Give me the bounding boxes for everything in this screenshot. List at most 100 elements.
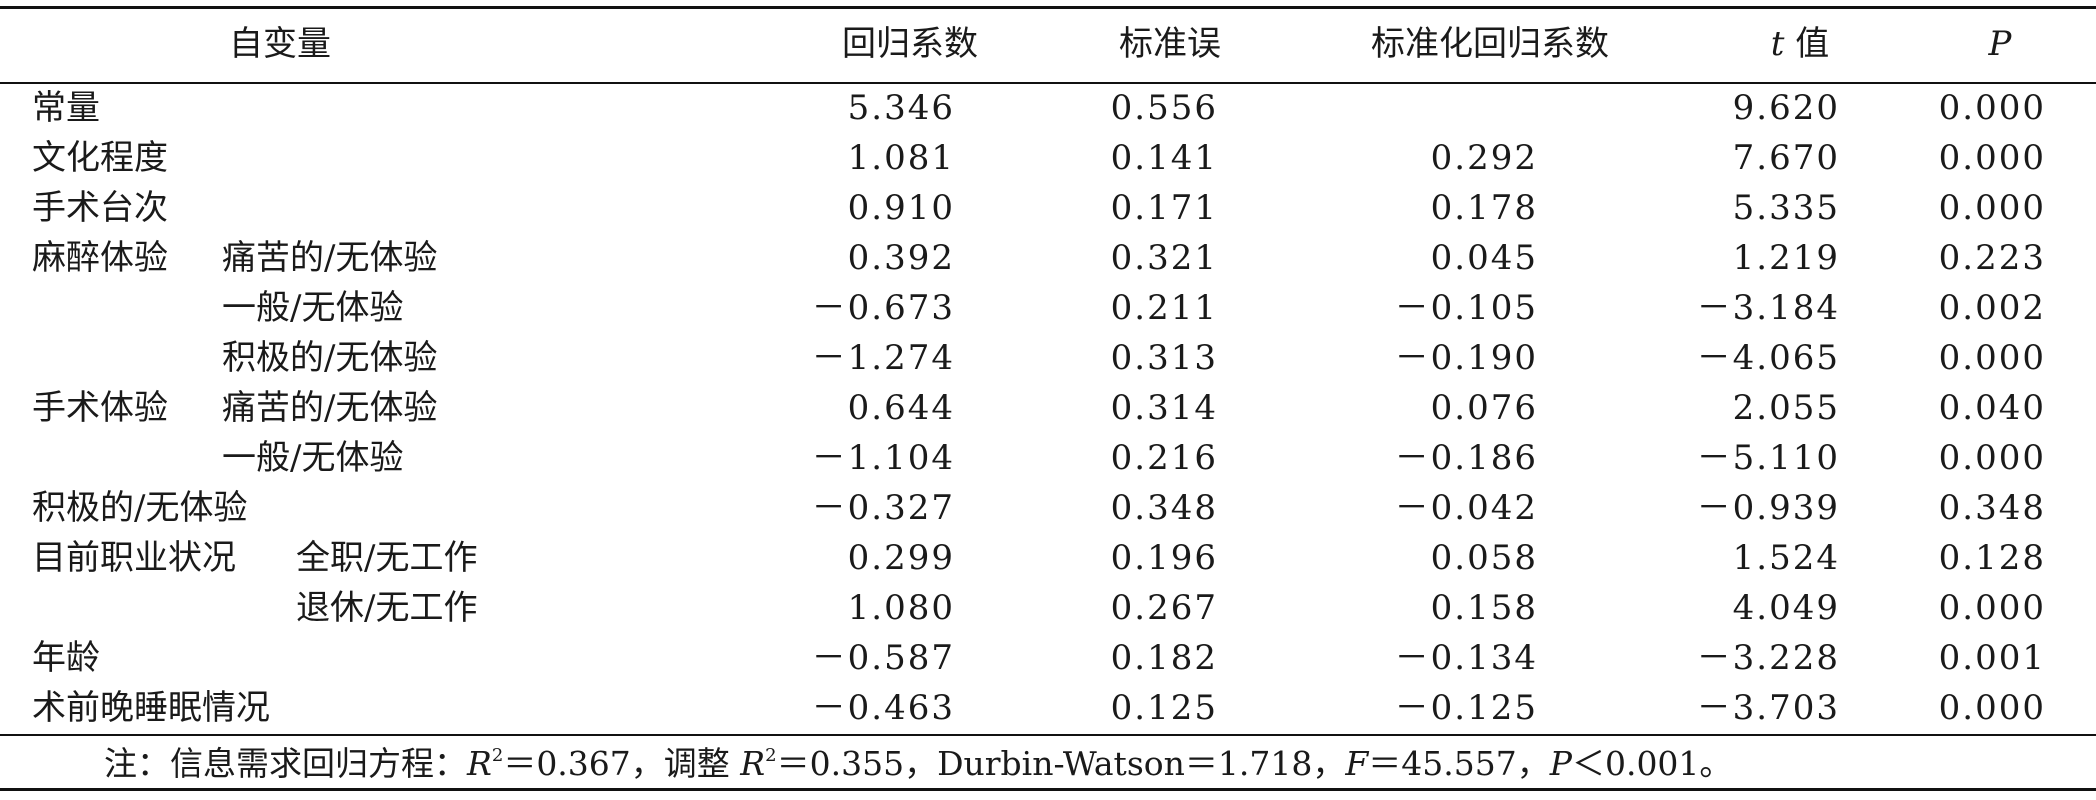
cell-p-value: 0.348 — [1938, 488, 2046, 528]
cell-coefficient: 5.346 — [847, 88, 955, 128]
cell-coefficient: －0.327 — [811, 488, 955, 528]
cell-std-coefficient: －0.042 — [1394, 488, 1538, 528]
cell-std-coefficient: 0.058 — [1430, 538, 1538, 578]
cell-p-value: 0.000 — [1938, 588, 2046, 628]
cell-t-value: －0.939 — [1696, 488, 1840, 528]
cell-variable: 手术台次 — [32, 188, 168, 228]
note-prefix: 注：信息需求回归方程： — [104, 744, 467, 783]
cell-variable: 文化程度 — [32, 138, 168, 178]
cell-coefficient: －1.104 — [811, 438, 955, 478]
cell-t-value: －3.703 — [1696, 688, 1840, 728]
cell-p-value: 0.000 — [1938, 338, 2046, 378]
cell-subcategory: 一般/无体验 — [222, 288, 404, 328]
cell-std-coefficient: 0.178 — [1430, 188, 1538, 228]
note-bottom-rule — [0, 788, 2096, 791]
cell-t-value: －3.228 — [1696, 638, 1840, 678]
note-p-symbol: P — [1549, 744, 1572, 783]
cell-std-coefficient: －0.105 — [1394, 288, 1538, 328]
cell-coefficient: 0.910 — [847, 188, 955, 228]
note-adj-r-symbol: R — [740, 744, 766, 783]
cell-t-value: 5.335 — [1732, 188, 1840, 228]
cell-p-value: 0.001 — [1938, 638, 2046, 678]
cell-std-error: 0.348 — [1110, 488, 1218, 528]
cell-t-value: 1.524 — [1732, 538, 1840, 578]
cell-std-coefficient: 0.158 — [1430, 588, 1538, 628]
note-r-symbol: R — [467, 744, 492, 783]
cell-coefficient: 1.080 — [847, 588, 955, 628]
table-bottom-rule — [0, 734, 2096, 736]
cell-std-coefficient: －0.125 — [1394, 688, 1538, 728]
cell-std-error: 0.314 — [1110, 388, 1218, 428]
note-r-superscript: 2 — [491, 745, 504, 766]
cell-p-value: 0.000 — [1938, 438, 2046, 478]
note-p-value: ＜0.001。 — [1571, 744, 1733, 783]
cell-t-value: 4.049 — [1732, 588, 1840, 628]
cell-p-value: 0.000 — [1938, 188, 2046, 228]
cell-p-value: 0.223 — [1938, 238, 2046, 278]
header-std-coefficient: 标准化回归系数 — [1371, 24, 1609, 64]
note-f-value: ＝45.557， — [1368, 744, 1550, 783]
cell-std-error: 0.556 — [1110, 88, 1218, 128]
table-top-rule — [0, 6, 2096, 9]
header-t-label: 值 — [1784, 24, 1830, 64]
cell-coefficient: 0.392 — [847, 238, 955, 278]
cell-std-error: 0.321 — [1110, 238, 1218, 278]
cell-subcategory: 痛苦的/无体验 — [222, 388, 438, 428]
cell-std-coefficient: 0.292 — [1430, 138, 1538, 178]
cell-t-value: －3.184 — [1696, 288, 1840, 328]
header-p-value: P — [1988, 24, 2012, 64]
cell-std-coefficient: 0.076 — [1430, 388, 1538, 428]
cell-std-error: 0.171 — [1110, 188, 1218, 228]
cell-variable: 积极的/无体验 — [32, 488, 248, 528]
header-rule — [0, 82, 2096, 84]
cell-std-error: 0.125 — [1110, 688, 1218, 728]
cell-t-value: －5.110 — [1696, 438, 1840, 478]
cell-std-error: 0.182 — [1110, 638, 1218, 678]
cell-std-error: 0.211 — [1110, 288, 1218, 328]
header-variable: 自变量 — [229, 24, 331, 64]
cell-variable: 麻醉体验 — [32, 238, 168, 278]
cell-variable: 常量 — [32, 88, 100, 128]
cell-coefficient: 0.299 — [847, 538, 955, 578]
cell-t-value: －4.065 — [1696, 338, 1840, 378]
cell-t-value: 7.670 — [1732, 138, 1840, 178]
cell-variable: 目前职业状况 — [32, 538, 236, 578]
cell-std-error: 0.313 — [1110, 338, 1218, 378]
cell-coefficient: －0.463 — [811, 688, 955, 728]
cell-subcategory: 全职/无工作 — [296, 538, 478, 578]
cell-std-error: 0.141 — [1110, 138, 1218, 178]
cell-coefficient: 1.081 — [847, 138, 955, 178]
cell-coefficient: 0.644 — [847, 388, 955, 428]
note-adj-r-superscript: 2 — [765, 745, 777, 766]
header-t-value: t 值 — [1740, 24, 1860, 64]
note-adj-r2-value: ＝0.355，Durbin-Watson＝1.718， — [776, 744, 1346, 783]
cell-variable: 术前晚睡眠情况 — [32, 688, 270, 728]
cell-t-value: 9.620 — [1732, 88, 1840, 128]
header-std-error: 标准误 — [1119, 24, 1221, 64]
cell-subcategory: 痛苦的/无体验 — [222, 238, 438, 278]
cell-variable: 手术体验 — [32, 388, 168, 428]
cell-subcategory: 退休/无工作 — [296, 588, 478, 628]
cell-coefficient: －0.673 — [811, 288, 955, 328]
table-note: 注：信息需求回归方程：R2＝0.367，调整 R2＝0.355，Durbin-W… — [104, 744, 1732, 784]
cell-subcategory: 一般/无体验 — [222, 438, 404, 478]
header-coefficient: 回归系数 — [842, 24, 978, 64]
note-r2-value: ＝0.367，调整 — [503, 744, 741, 783]
cell-p-value: 0.128 — [1938, 538, 2046, 578]
cell-p-value: 0.000 — [1938, 688, 2046, 728]
cell-std-coefficient: －0.134 — [1394, 638, 1538, 678]
cell-p-value: 0.002 — [1938, 288, 2046, 328]
cell-std-error: 0.196 — [1110, 538, 1218, 578]
cell-coefficient: －0.587 — [811, 638, 955, 678]
cell-p-value: 0.040 — [1938, 388, 2046, 428]
cell-std-error: 0.267 — [1110, 588, 1218, 628]
note-f-symbol: F — [1345, 744, 1369, 783]
cell-std-coefficient: 0.045 — [1430, 238, 1538, 278]
cell-std-coefficient: －0.186 — [1394, 438, 1538, 478]
cell-t-value: 2.055 — [1732, 388, 1840, 428]
cell-std-error: 0.216 — [1110, 438, 1218, 478]
header-t-symbol: t — [1770, 24, 1785, 64]
cell-t-value: 1.219 — [1732, 238, 1840, 278]
cell-subcategory: 积极的/无体验 — [222, 338, 438, 378]
cell-p-value: 0.000 — [1938, 138, 2046, 178]
